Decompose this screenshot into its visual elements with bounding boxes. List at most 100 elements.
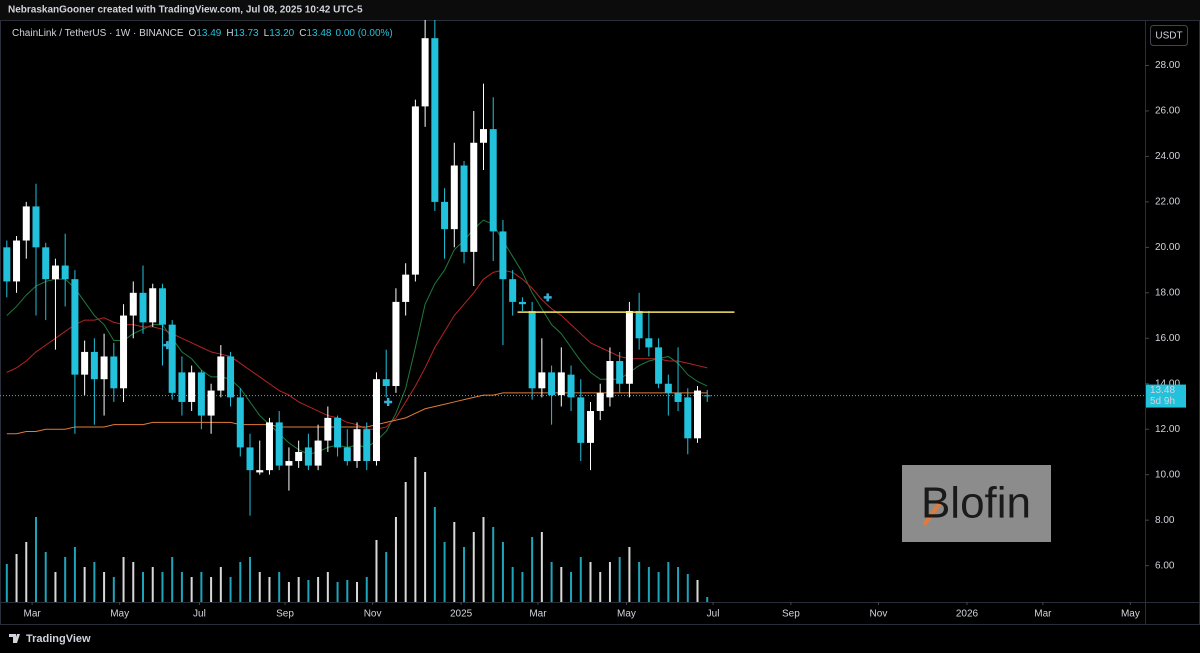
volume-bar <box>171 557 174 602</box>
y-tick-label: 16.00 <box>1155 333 1180 344</box>
candle-body <box>227 356 235 398</box>
x-tick-label: Nov <box>364 609 382 620</box>
candle-body <box>178 372 186 402</box>
candle-body <box>703 395 711 397</box>
volume-bar <box>258 572 261 602</box>
volume-bar <box>15 554 18 602</box>
candle-body <box>684 397 692 439</box>
candle-body <box>538 372 546 389</box>
volume-bar <box>463 547 466 602</box>
volume-bar <box>54 572 57 602</box>
candle-body <box>392 301 400 387</box>
candle-body <box>314 440 322 466</box>
volume-bar <box>424 472 427 602</box>
candle-body <box>470 142 478 252</box>
volume-bar <box>638 562 641 602</box>
volume-bar <box>219 567 222 602</box>
candle-body <box>304 447 312 466</box>
ohlc-key: O <box>189 28 197 39</box>
volume-bar <box>346 580 349 602</box>
volume-bar <box>540 532 543 602</box>
candle-body <box>32 206 40 248</box>
candle-body <box>81 351 89 375</box>
ohlc-value: 13.73 <box>234 28 259 39</box>
watermark-box <box>902 465 1051 542</box>
volume-bar <box>210 577 213 602</box>
candle-body <box>207 390 215 416</box>
symbol-title: ChainLink / TetherUS · 1W · BINANCE <box>12 28 184 39</box>
candle-body <box>586 411 594 443</box>
volume-bar <box>132 562 135 602</box>
volume-bar <box>64 557 67 602</box>
ohlc-value: 13.20 <box>269 28 294 39</box>
watermark-slash <box>922 498 944 527</box>
candle-body <box>285 461 293 466</box>
candle-body <box>217 356 225 391</box>
volume-bar <box>297 577 300 602</box>
volume-bar <box>336 582 339 602</box>
signal-marker <box>543 293 552 302</box>
candle-body <box>596 392 604 412</box>
candle-body <box>265 422 273 471</box>
volume-bar <box>249 557 252 602</box>
x-tick-label: 2026 <box>956 609 979 620</box>
y-tick-label: 8.00 <box>1155 515 1175 526</box>
volume-bar <box>326 572 329 602</box>
candle-body <box>509 279 517 302</box>
candle-body <box>168 324 176 393</box>
candle-body <box>431 38 439 202</box>
candle-body <box>129 292 137 316</box>
volume-bar <box>657 572 660 602</box>
candle-body <box>51 265 59 280</box>
volume-bar <box>628 547 631 602</box>
x-tick-label: Jul <box>707 609 720 620</box>
volume-bar <box>365 577 368 602</box>
candle-body <box>450 165 458 230</box>
volume-bar <box>599 572 602 602</box>
y-tick-label: 28.00 <box>1155 60 1180 71</box>
x-tick-label: 2025 <box>450 609 473 620</box>
volume-bar <box>200 572 203 602</box>
volume-bar <box>394 517 397 602</box>
candle-body <box>295 451 303 462</box>
change-value: 0.00 (0.00%) <box>335 28 392 39</box>
volume-bar <box>433 507 436 602</box>
candle-body <box>625 311 633 384</box>
candle-body <box>22 206 30 241</box>
x-tick-label: Sep <box>276 609 294 620</box>
volume-bar <box>34 517 37 602</box>
candle-body <box>645 338 653 348</box>
price-tag-countdown: 5d 9h <box>1150 396 1175 407</box>
currency-label[interactable]: USDT <box>1155 31 1182 42</box>
volume-bar <box>414 457 417 602</box>
footer-bar <box>0 625 1200 653</box>
volume-bar <box>472 532 475 602</box>
candle-body <box>548 372 556 396</box>
volume-bar <box>190 577 193 602</box>
candle-body <box>236 397 244 448</box>
volume-bar <box>287 582 290 602</box>
volume-bar <box>317 577 320 602</box>
volume-bar <box>618 557 621 602</box>
footer-logo <box>9 634 20 643</box>
volume-bar <box>229 577 232 602</box>
candle-body <box>275 422 283 466</box>
candle-body <box>635 311 643 339</box>
volume-bar <box>492 527 495 602</box>
candle-body <box>441 201 449 230</box>
y-tick-label: 10.00 <box>1155 469 1180 480</box>
candle-body <box>664 383 672 393</box>
volume-bar <box>647 567 650 602</box>
candle-body <box>188 372 196 402</box>
candle-body <box>158 288 166 325</box>
volume-bar <box>103 572 106 602</box>
volume-bar <box>73 547 76 602</box>
candle-body <box>382 379 390 387</box>
currency-button[interactable] <box>1150 25 1188 46</box>
ohlc-key: C <box>299 28 306 39</box>
plot-area: 6.00 8.00 10.00 12.00 14.00 16.00 18.00 20.00 22… <box>0 20 1186 620</box>
volume-bar <box>83 567 86 602</box>
candle-body <box>363 429 371 462</box>
